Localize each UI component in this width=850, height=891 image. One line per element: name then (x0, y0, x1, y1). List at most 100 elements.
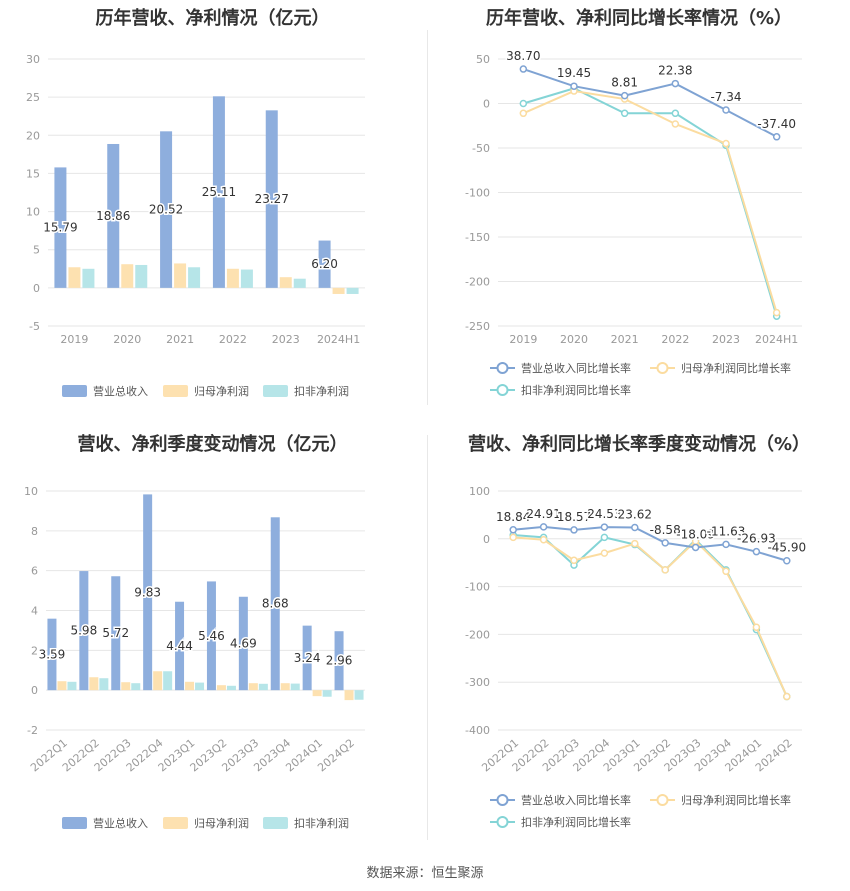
bar (248, 683, 258, 691)
bar (111, 576, 121, 691)
bar (121, 682, 131, 691)
chart-title: 营收、净利同比增长率季度变动情况（%） (467, 434, 811, 455)
data-label: 22.38 (658, 64, 692, 78)
data-point (671, 109, 680, 118)
series-line (513, 533, 788, 697)
y-tick-label: -250 (465, 320, 490, 333)
y-tick-label: 15 (26, 167, 40, 180)
bar (121, 264, 134, 288)
y-tick-label: 100 (469, 485, 490, 498)
bar (270, 517, 280, 691)
bar (258, 683, 268, 691)
y-tick-label: -300 (465, 676, 490, 689)
bar (216, 685, 226, 691)
bar (318, 240, 331, 288)
bar (238, 596, 248, 691)
bar (131, 683, 141, 691)
data-point (691, 543, 700, 552)
legend-label: 扣非净利润同比增长率 (521, 383, 631, 397)
quarterly-growth-panel: 营收、净利同比增长率季度变动情况（%） -400 -300 -200 -100 0 100… (428, 426, 850, 846)
y-tick-label: 10 (26, 206, 40, 219)
bar (334, 631, 344, 691)
data-label: -37.40 (757, 117, 796, 131)
data-point (570, 556, 578, 565)
bar (290, 683, 300, 691)
y-tick-label: -5 (29, 320, 40, 333)
bar (174, 263, 187, 288)
data-point (620, 91, 629, 100)
bar (163, 671, 173, 691)
quarterly-amount-chart: -2 0 2 4 6 8 10 3.59 5.98 5.72 9.83 4.44 5.46 4.69 8.6… (24, 485, 365, 830)
y-tick-label: 8 (31, 525, 38, 538)
y-tick-label: 0 (483, 533, 490, 546)
bar (175, 601, 185, 691)
data-label: -7.34 (710, 90, 741, 104)
y-tick-label: 0 (31, 684, 38, 697)
data-point (722, 540, 730, 549)
bar (160, 131, 173, 288)
y-tick-label: -100 (465, 187, 490, 200)
legend-swatch (62, 385, 87, 397)
data-label: 23.62 (618, 508, 652, 522)
legend-marker (656, 794, 669, 806)
y-tick-label: 50 (476, 53, 490, 66)
bar (135, 264, 148, 288)
annual-growth-panel: 历年营收、净利同比增长率情况（%） -250 -200 -150 -100 -50 0 50… (428, 0, 850, 410)
legend-marker (496, 362, 509, 374)
data-point (519, 99, 528, 108)
data-label: 3.24 (294, 651, 321, 665)
data-label: 23.27 (255, 192, 289, 206)
x-tick-label: 2024H1 (317, 333, 360, 346)
series-line (513, 536, 788, 697)
x-tick-label: 2024H1 (755, 333, 798, 346)
bar (89, 677, 99, 691)
data-point (570, 526, 578, 534)
legend-marker (496, 384, 509, 396)
data-label: 5.72 (102, 626, 129, 640)
data-label: 9.83 (134, 585, 161, 599)
divider-top (427, 30, 428, 405)
legend-label: 归母净利润 (194, 816, 249, 830)
y-tick-label: -400 (465, 724, 490, 737)
chart-title: 历年营收、净利情况（亿元） (95, 8, 330, 29)
legend-swatch (163, 385, 188, 397)
y-tick-label: 10 (24, 485, 38, 498)
data-label: -8.58 (650, 523, 681, 537)
bar (143, 494, 153, 691)
data-label: 3.59 (39, 647, 66, 661)
bar (99, 678, 109, 691)
data-label: 8.68 (262, 597, 289, 611)
quarterly-growth-chart: -400 -300 -200 -100 0 100 18.8424.9118.5724.53… (465, 485, 808, 829)
data-point (722, 567, 730, 576)
data-point (772, 133, 781, 141)
x-tick-label: 2021 (166, 333, 194, 346)
x-tick-label: 2020 (113, 333, 141, 346)
legend-label: 归母净利润同比增长率 (681, 793, 791, 807)
data-label: 2.96 (326, 654, 353, 668)
y-tick-label: 4 (31, 605, 38, 618)
y-tick-label: 0 (33, 282, 40, 295)
y-tick-label: -2 (27, 724, 38, 737)
data-label: -45.90 (767, 541, 806, 555)
data-label: -11.63 (707, 524, 746, 538)
data-point (620, 109, 629, 118)
legend-marker (496, 816, 509, 828)
bar (346, 287, 359, 294)
series-line (523, 68, 778, 138)
bar (312, 690, 322, 697)
data-point (752, 623, 761, 631)
bar (185, 681, 195, 691)
legend-label: 扣非净利润 (294, 816, 349, 830)
data-point (631, 539, 639, 548)
bar (68, 267, 81, 288)
data-point (631, 523, 639, 532)
legend-swatch (163, 817, 188, 829)
bar (354, 690, 364, 700)
data-point (671, 79, 680, 88)
data-label: 8.81 (611, 76, 638, 90)
legend-label: 归母净利润同比增长率 (681, 361, 791, 375)
bar (280, 683, 290, 691)
bar (293, 278, 306, 288)
bar (107, 143, 120, 288)
x-tick-label: 2019 (60, 333, 88, 346)
